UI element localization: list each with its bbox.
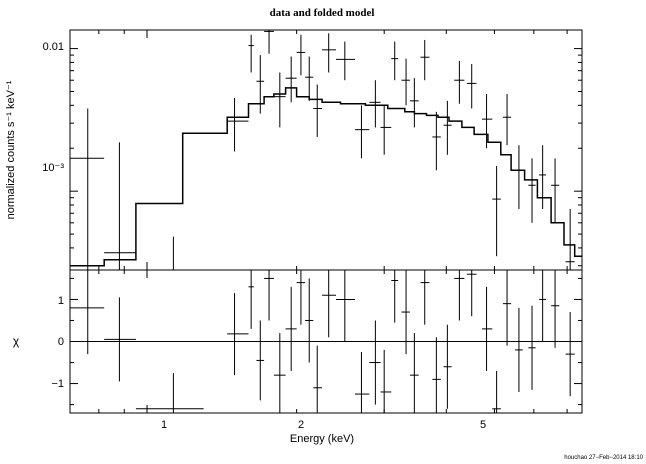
data-point	[70, 108, 105, 270]
data-point	[409, 78, 419, 128]
residual-point	[443, 324, 452, 409]
y-tick-label-minus1: −1	[51, 378, 64, 390]
data-point	[171, 236, 176, 271]
data-point	[104, 142, 136, 270]
residual-point	[551, 270, 560, 348]
data-point	[551, 158, 560, 223]
residual-point	[502, 270, 512, 346]
residual-point	[528, 305, 536, 390]
residual-point	[227, 293, 249, 376]
residual-point	[401, 270, 410, 355]
footer-stamp: houchao 27−Feb−2014 18:10	[564, 455, 643, 461]
data-point	[565, 208, 575, 270]
chart-title: data and folded model	[270, 7, 375, 19]
data-point	[420, 39, 430, 81]
residual-point	[482, 286, 493, 371]
residual-point	[104, 297, 136, 382]
residual-point	[70, 270, 105, 355]
residual-point	[409, 333, 419, 413]
data-point	[248, 34, 254, 73]
y-tick-label-0: 0	[58, 336, 64, 348]
residual-point	[391, 270, 399, 323]
data-points	[70, 30, 575, 271]
data-point	[296, 34, 306, 76]
data-point	[391, 41, 399, 81]
residual-point	[369, 320, 381, 405]
data-point	[528, 158, 536, 223]
residual-point	[256, 320, 265, 401]
data-point	[515, 145, 523, 209]
residual-points	[70, 270, 575, 413]
data-point	[380, 105, 392, 155]
data-point	[539, 145, 547, 209]
data-point	[502, 94, 512, 146]
x-axis-label: Energy (keV)	[290, 433, 354, 445]
residual-point	[248, 270, 254, 329]
residual-point	[565, 312, 575, 397]
data-point	[401, 58, 410, 106]
model-step-path	[70, 87, 582, 267]
data-point	[443, 100, 452, 155]
data-point	[322, 33, 337, 73]
data-point	[264, 30, 274, 54]
residual-point	[305, 278, 314, 363]
y-tick-label-0.01: 0.01	[43, 41, 64, 53]
residual-point	[492, 370, 501, 413]
residual-point	[454, 270, 465, 321]
residual-point	[264, 270, 274, 321]
x-tick-label-5: 5	[480, 419, 486, 431]
data-point	[454, 60, 465, 104]
residual-point	[313, 345, 323, 413]
residual-point	[515, 307, 523, 392]
residual-point	[354, 352, 370, 413]
residual-point	[432, 337, 441, 413]
bottom-panel: 1 0 −1 χ 1 2 5 Energy (keV)	[13, 269, 583, 445]
residual-point	[296, 270, 306, 325]
data-point	[256, 55, 265, 114]
residual-point	[539, 270, 547, 342]
data-point	[273, 72, 286, 128]
residual-point	[336, 270, 355, 342]
data-point	[285, 56, 297, 103]
y-tick-label-1: 1	[58, 295, 64, 307]
data-point	[336, 41, 355, 81]
residual-point	[285, 286, 297, 371]
data-point	[313, 84, 323, 137]
residual-point	[273, 333, 286, 413]
top-panel: 0.01 10⁻³ normalized counts s⁻¹ keV⁻¹	[5, 29, 583, 271]
model-step-line	[70, 87, 582, 267]
data-point	[432, 111, 441, 171]
residual-point	[466, 270, 477, 317]
residual-point	[420, 270, 430, 325]
data-point	[354, 105, 370, 159]
y-tick-label-1e-3: 10⁻³	[42, 162, 64, 174]
x-tick-label-1: 1	[161, 419, 167, 431]
data-point	[466, 63, 477, 109]
y-axis-label-bottom: χ	[13, 334, 20, 348]
data-point	[492, 166, 501, 257]
data-point	[227, 98, 249, 152]
top-ticks	[69, 30, 582, 270]
top-plot-frame	[69, 29, 583, 271]
x-tick-label-2: 2	[298, 419, 304, 431]
data-point	[305, 56, 314, 101]
residual-point	[322, 270, 337, 338]
data-point	[482, 94, 493, 149]
data-point	[369, 80, 381, 128]
residual-point	[380, 349, 392, 413]
residual-point	[135, 373, 204, 413]
y-axis-label-top: normalized counts s⁻¹ keV⁻¹	[5, 80, 17, 219]
